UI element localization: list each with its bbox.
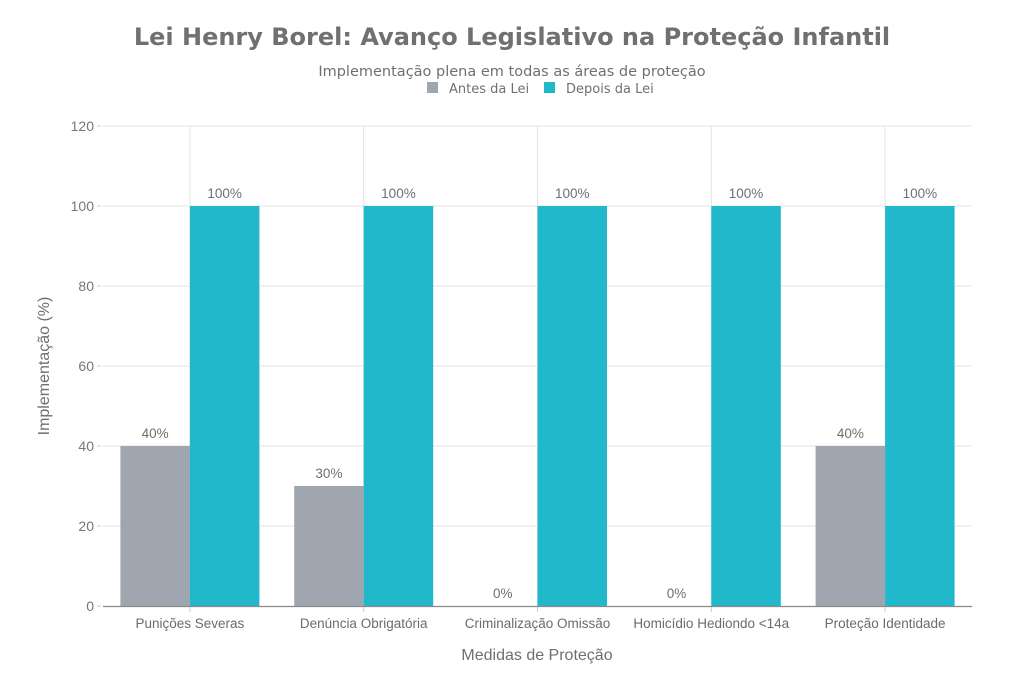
y-tick-label: 60: [78, 358, 94, 374]
bar-depois: [537, 206, 607, 606]
x-axis-title: Medidas de Proteção: [461, 647, 612, 664]
data-labels: 40% 30% 0% 0% 40% 100% 100% 100% 100% 100%: [142, 186, 937, 601]
bar-antes: [120, 446, 190, 606]
y-axis-title: Implementação (%): [36, 297, 53, 436]
bar-depois: [189, 206, 260, 606]
x-tick-label: Proteção Identidade: [825, 616, 946, 631]
data-label: 0%: [667, 586, 687, 601]
legend-label-antes: Antes da Lei: [449, 82, 529, 97]
y-tick-label: 100: [71, 198, 95, 214]
legend-swatch-antes: [427, 82, 438, 93]
bar-antes: [294, 486, 364, 606]
y-tick-label: 0: [86, 598, 94, 614]
bar-depois: [711, 206, 781, 606]
x-tick-label: Homicídio Hediondo <14a: [633, 616, 789, 631]
data-label: 100%: [207, 186, 242, 201]
data-label: 100%: [903, 186, 938, 201]
x-tick-label: Denúncia Obrigatória: [300, 616, 428, 631]
bars: [120, 206, 955, 606]
data-label: 40%: [837, 426, 864, 441]
y-tick-label: 120: [71, 118, 95, 134]
y-tick-label: 80: [78, 278, 94, 294]
x-tick-label: Criminalização Omissão: [465, 616, 611, 631]
data-label: 100%: [729, 186, 764, 201]
legend: Antes da Lei Depois da Lei: [427, 82, 654, 97]
legend-label-depois: Depois da Lei: [566, 82, 654, 97]
data-label: 40%: [142, 426, 169, 441]
chart-subtitle: Implementação plena em todas as áreas de…: [318, 64, 705, 80]
data-label: 0%: [493, 586, 513, 601]
data-label: 30%: [315, 466, 342, 481]
bar-depois: [885, 206, 955, 606]
y-tick-label: 40: [78, 438, 94, 454]
data-label: 100%: [381, 186, 416, 201]
chart-title: Lei Henry Borel: Avanço Legislativo na P…: [134, 23, 890, 51]
y-axis: 0 20 40 60 80 100 120: [71, 118, 101, 614]
data-label: 100%: [555, 186, 590, 201]
x-axis: Punições Severas Denúncia Obrigatória Crim…: [103, 605, 972, 631]
x-tick-label: Punições Severas: [135, 616, 244, 631]
bar-depois: [363, 206, 434, 606]
y-tick-label: 20: [78, 518, 94, 534]
legend-swatch-depois: [544, 82, 555, 93]
bar-antes: [815, 446, 886, 606]
